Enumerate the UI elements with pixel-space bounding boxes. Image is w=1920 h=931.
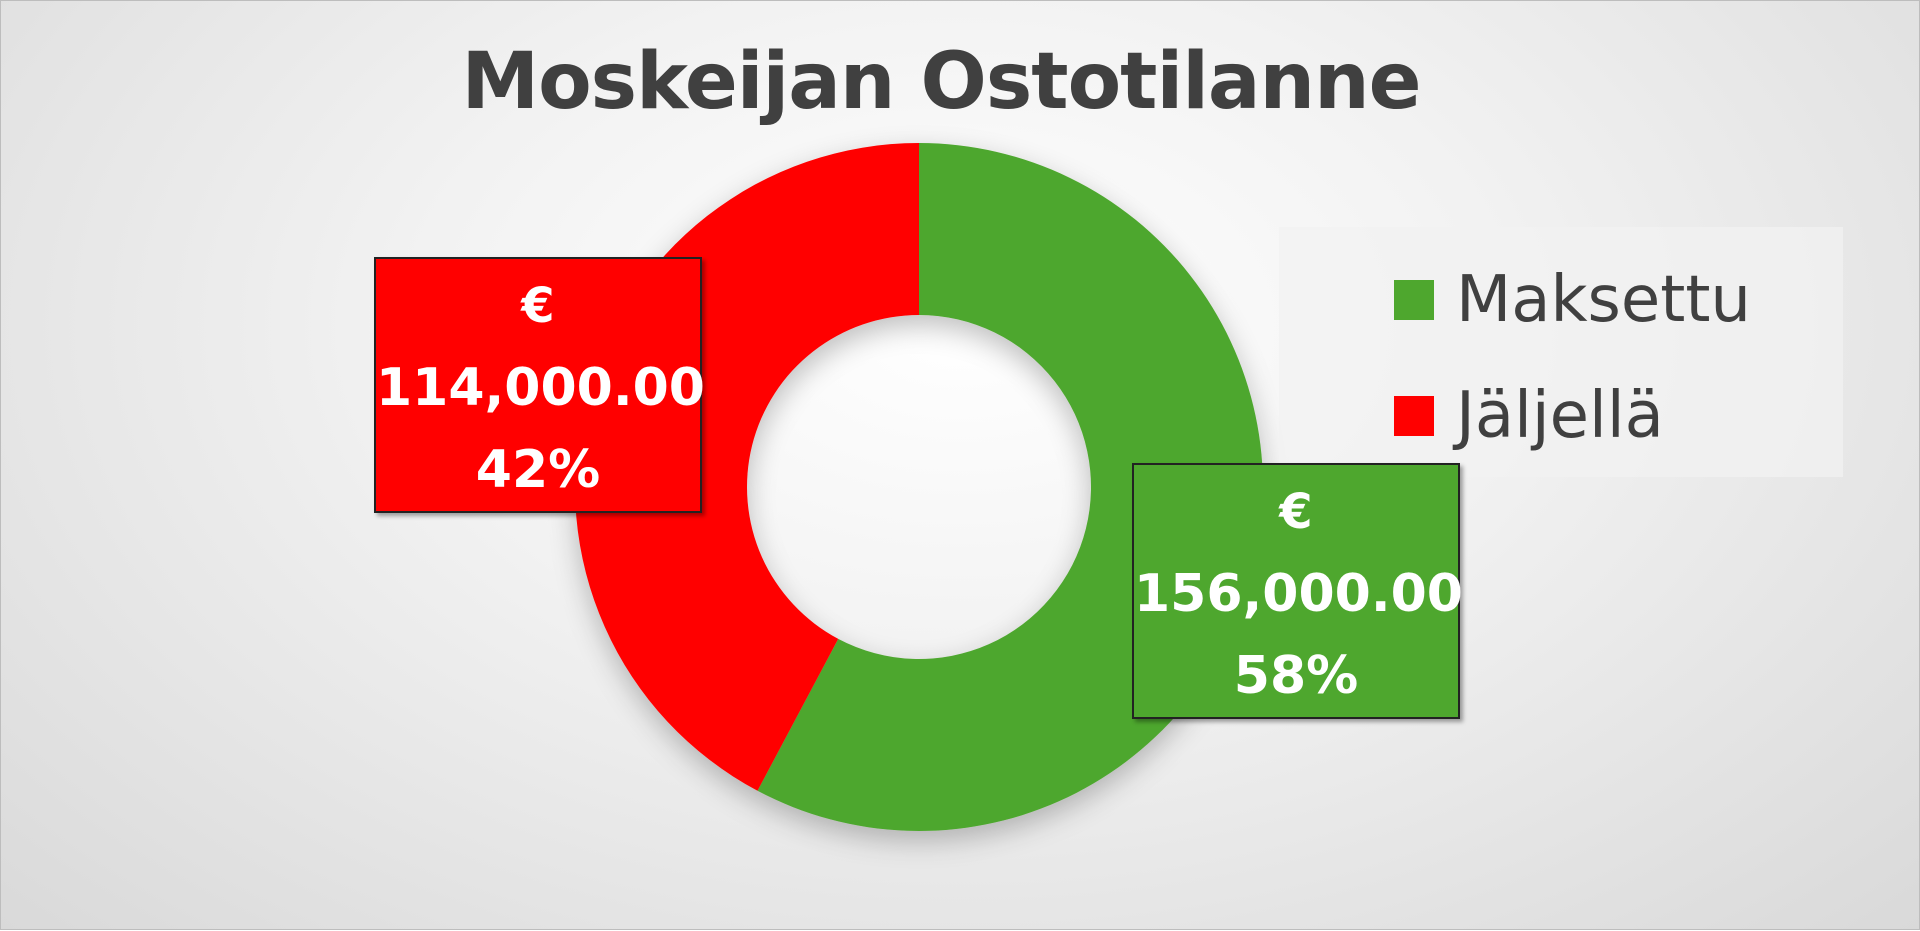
data-label-value: 114,000.00 — [376, 358, 705, 418]
data-label-currency: € — [1279, 484, 1313, 540]
data-label-value: 156,000.00 — [1134, 564, 1463, 624]
data-label-currency: € — [521, 278, 555, 334]
data-label-maksettu: € 156,000.00 58% — [1132, 463, 1463, 719]
legend-label-jaljella: Jäljellä — [1456, 379, 1664, 453]
chart-title: Moskeijan Ostotilanne — [461, 37, 1421, 127]
legend-item-maksettu: Maksettu — [1394, 263, 1751, 337]
legend-swatch-maksettu — [1394, 280, 1434, 320]
data-label-percent: 42% — [475, 440, 601, 500]
data-label-jaljella: € 114,000.00 42% — [374, 257, 705, 513]
data-label-percent: 58% — [1233, 646, 1359, 706]
legend-swatch-jaljella — [1394, 396, 1434, 436]
legend-item-jaljella: Jäljellä — [1394, 379, 1664, 453]
legend-label-maksettu: Maksettu — [1456, 263, 1751, 337]
legend: Maksettu Jäljellä — [1279, 227, 1843, 477]
